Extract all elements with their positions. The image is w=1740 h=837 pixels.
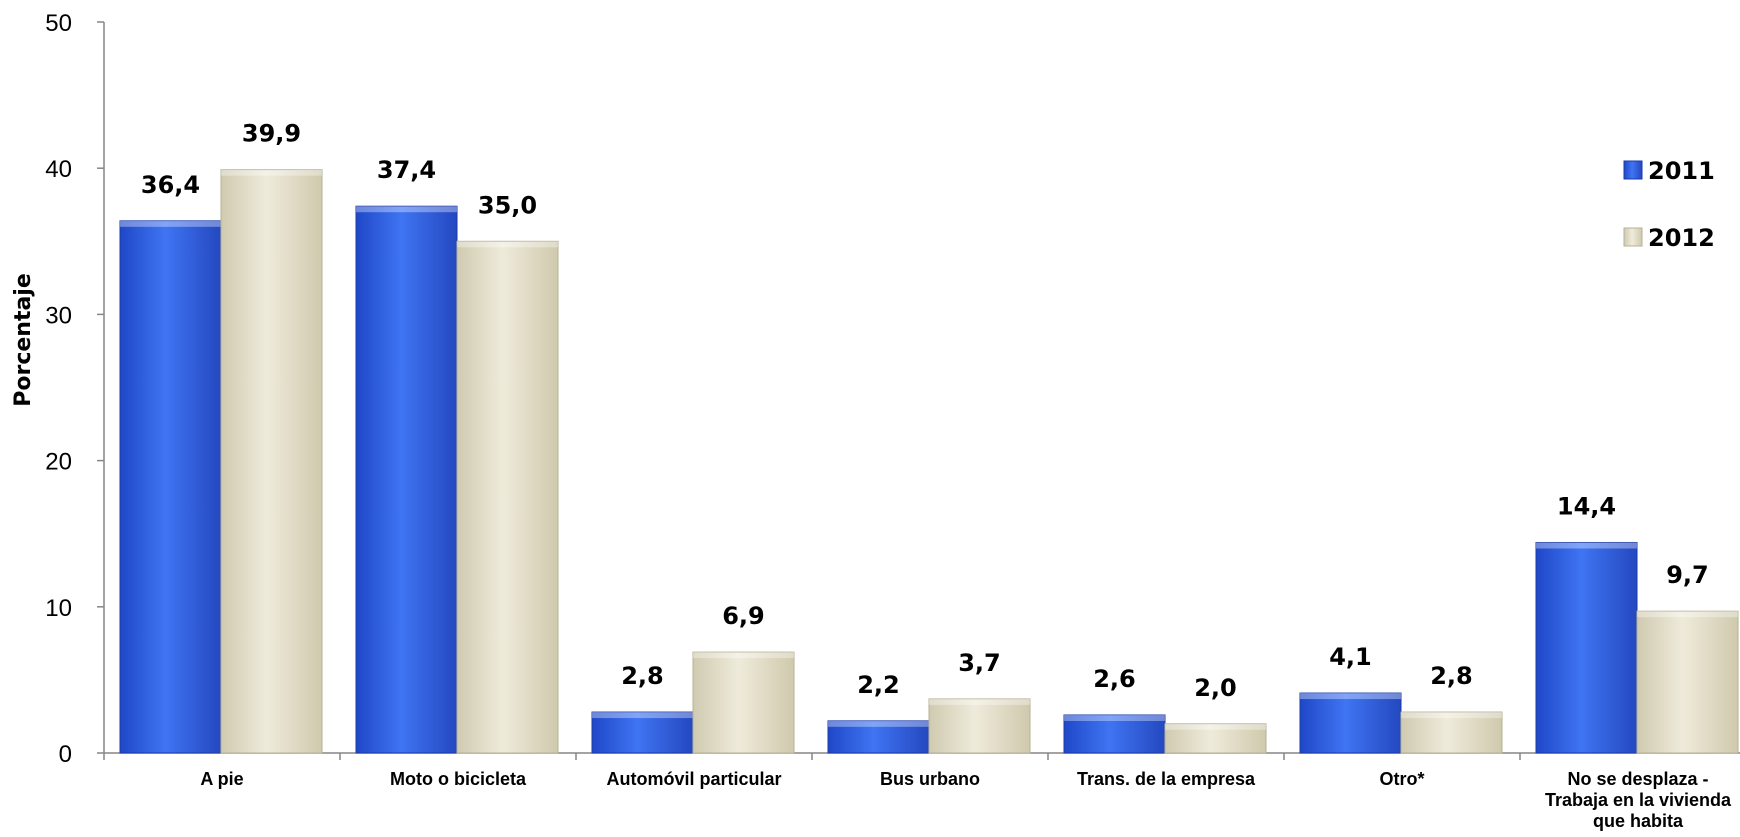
data-label: 6,9 <box>722 602 765 630</box>
y-tick-label: 30 <box>45 302 72 329</box>
bar-2012 <box>220 169 323 754</box>
bar-bevel <box>457 241 558 248</box>
bar-2011 <box>1063 714 1166 754</box>
bar-bevel <box>1064 714 1165 721</box>
legend-label-2012: 2012 <box>1648 224 1715 252</box>
bar-bevel <box>1401 712 1502 719</box>
y-tick-label: 0 <box>59 741 72 768</box>
bar-2012 <box>1400 711 1503 754</box>
data-label: 36,4 <box>141 171 200 199</box>
x-tick-label: Bus urbano <box>880 769 980 789</box>
data-label: 2,8 <box>1430 662 1473 690</box>
legend: 2011 2012 <box>1623 157 1715 252</box>
bar-bevel <box>929 698 1030 705</box>
bar-bevel <box>221 169 322 176</box>
bar-bevel <box>1536 542 1637 549</box>
y-axis-title: Porcentaje <box>11 273 36 407</box>
bar-bevel <box>1300 693 1401 700</box>
data-label: 14,4 <box>1557 492 1616 520</box>
data-label: 35,0 <box>478 191 537 219</box>
bar-2012 <box>928 698 1031 754</box>
data-label: 39,9 <box>242 120 301 148</box>
bar-bevel <box>1165 723 1266 730</box>
bar-bevel <box>1637 611 1738 618</box>
bar-2012 <box>456 240 559 754</box>
data-label: 2,2 <box>857 671 900 699</box>
bar-bevel <box>356 206 457 213</box>
bar-2011 <box>591 711 694 754</box>
category-labels: A pie Moto o bicicleta Automóvil particula… <box>200 769 1732 831</box>
legend-swatch-2011 <box>1623 160 1643 180</box>
data-label: 2,0 <box>1194 674 1237 702</box>
bar-2012 <box>692 651 795 754</box>
bar-2011 <box>1535 541 1638 754</box>
bar-2011 <box>1299 692 1402 754</box>
x-tick-label: A pie <box>200 769 243 789</box>
x-tick-label: No se desplaza - <box>1567 769 1708 789</box>
legend-swatch-2012 <box>1623 227 1643 247</box>
bars <box>119 169 1739 754</box>
x-tick-label: Automóvil particular <box>606 769 781 789</box>
x-tick-label: Otro* <box>1380 769 1425 789</box>
y-tick-label: 50 <box>45 10 72 37</box>
x-tick-label: Moto o bicicleta <box>390 769 527 789</box>
bar-bevel <box>592 712 693 719</box>
bar-2011 <box>827 720 930 754</box>
bar-2011 <box>119 220 222 754</box>
bar-bevel <box>828 720 929 727</box>
x-tick-label: Trans. de la empresa <box>1077 769 1256 789</box>
data-label: 3,7 <box>958 649 1001 677</box>
bar-bevel <box>693 652 794 659</box>
bar-2011 <box>355 205 458 754</box>
data-label: 9,7 <box>1666 561 1709 589</box>
y-tick-label: 40 <box>45 156 72 183</box>
y-tick-label: 20 <box>45 449 72 476</box>
data-label: 4,1 <box>1329 643 1372 671</box>
bar-2012 <box>1636 610 1739 754</box>
y-tick-label: 10 <box>45 595 72 622</box>
bar-bevel <box>120 220 221 227</box>
legend-label-2011: 2011 <box>1648 157 1715 185</box>
data-label: 2,8 <box>621 662 664 690</box>
x-tick-label: que habita <box>1593 811 1684 831</box>
data-label: 2,6 <box>1093 665 1136 693</box>
data-labels: 36,4 39,9 37,4 35,0 2,8 6,9 2,2 3,7 2,6 2,0 4,1 2,8… <box>141 120 1709 702</box>
x-tick-label: Trabaja en la vivienda <box>1545 790 1732 810</box>
bar-2012 <box>1164 723 1267 754</box>
data-label: 37,4 <box>377 156 436 184</box>
